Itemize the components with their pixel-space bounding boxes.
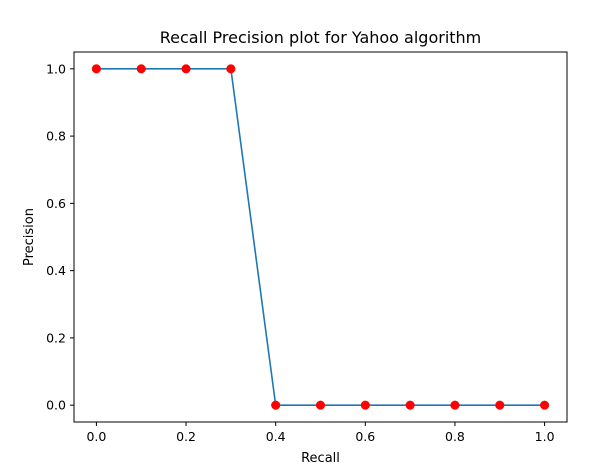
chart-title: Recall Precision plot for Yahoo algorith… xyxy=(160,28,482,47)
data-point xyxy=(226,64,236,74)
x-tick-label: 0.8 xyxy=(445,429,465,444)
x-tick-label: 0.4 xyxy=(266,429,286,444)
y-tick-label: 0.2 xyxy=(46,330,66,345)
data-point xyxy=(91,64,101,74)
y-tick-label: 0.8 xyxy=(46,129,66,144)
data-point xyxy=(405,400,415,410)
x-tick-label: 0.0 xyxy=(86,429,106,444)
data-point xyxy=(540,400,550,410)
y-tick-label: 0.6 xyxy=(46,196,66,211)
x-tick-label: 0.2 xyxy=(176,429,196,444)
plot-area: 0.0 0.2 0.4 0.6 0.8 1.0 0.0 0.2 0.4 0.6 0.8 1.0 xyxy=(46,51,568,444)
data-point xyxy=(450,400,460,410)
y-tick-label: 0.4 xyxy=(46,263,66,278)
x-tick-label: 0.6 xyxy=(355,429,375,444)
data-point xyxy=(271,400,281,410)
x-axis-label: Recall xyxy=(301,451,340,466)
data-point xyxy=(181,64,191,74)
data-point xyxy=(136,64,146,74)
y-tick-label: 1.0 xyxy=(46,61,66,76)
axes-frame xyxy=(73,51,568,423)
data-point xyxy=(360,400,370,410)
x-tick-label: 1.0 xyxy=(535,429,555,444)
data-point xyxy=(495,400,505,410)
y-axis-label: Precision xyxy=(22,208,37,266)
data-point xyxy=(315,400,326,410)
y-tick-label: 0.0 xyxy=(46,398,66,413)
